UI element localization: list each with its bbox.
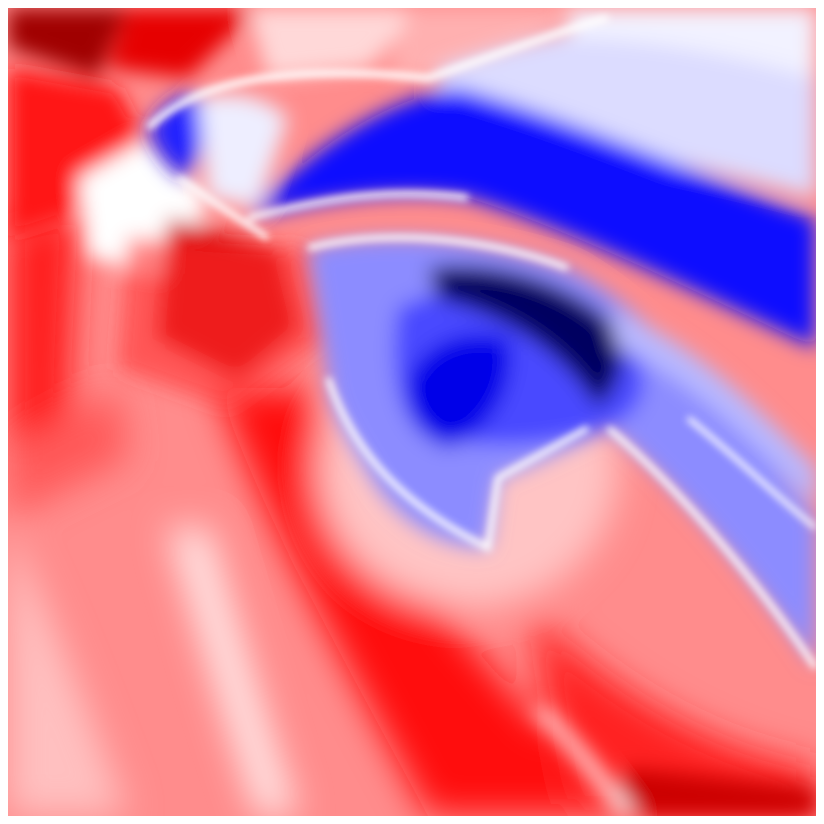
pale-top-wedge: [248, 8, 428, 78]
pale-blue-upper-left: [198, 94, 288, 208]
separator-lobe-upper: [307, 234, 570, 271]
field-svg: [8, 8, 816, 816]
blue-lower-lobe-core: [407, 334, 511, 448]
blue-structures: [148, 8, 816, 668]
dark-red-top-left: [8, 8, 128, 78]
pale-blue-upper-right: [438, 8, 816, 198]
pink-top-mid: [388, 8, 588, 78]
white-streak-bottom: [528, 708, 638, 816]
red-knot-halo: [118, 238, 328, 408]
bottom-accents: [528, 708, 816, 816]
dark-red-bottom-right: [608, 768, 816, 816]
upper-left-structure: [8, 8, 588, 408]
red-band-diagonal: [218, 388, 628, 816]
separator-blue-lower-edge: [247, 191, 469, 221]
separator-top-arc: [145, 14, 609, 131]
blue-dark-arc: [428, 265, 622, 408]
heatmap-canvas: [8, 8, 816, 816]
pale-band-left: [8, 528, 128, 816]
separator-knot-blue: [176, 175, 270, 241]
red-left-column: [8, 208, 78, 468]
very-pale-blue-top: [568, 8, 816, 78]
red-top-strip: [108, 8, 258, 78]
white-streak-lower-left: [168, 528, 298, 816]
blue-main-stream: [248, 88, 816, 348]
separator-right-bottom: [686, 416, 816, 530]
red-band-lower-right: [528, 608, 816, 816]
background-bands: [8, 208, 816, 816]
pale-blue-right-strip: [608, 308, 816, 508]
separator-lobe-lower: [325, 377, 590, 553]
separator-diagonal-right: [606, 425, 816, 670]
red-left-lower: [8, 388, 128, 518]
red-top-left-fan: [8, 68, 148, 238]
white-separators: [145, 14, 816, 670]
